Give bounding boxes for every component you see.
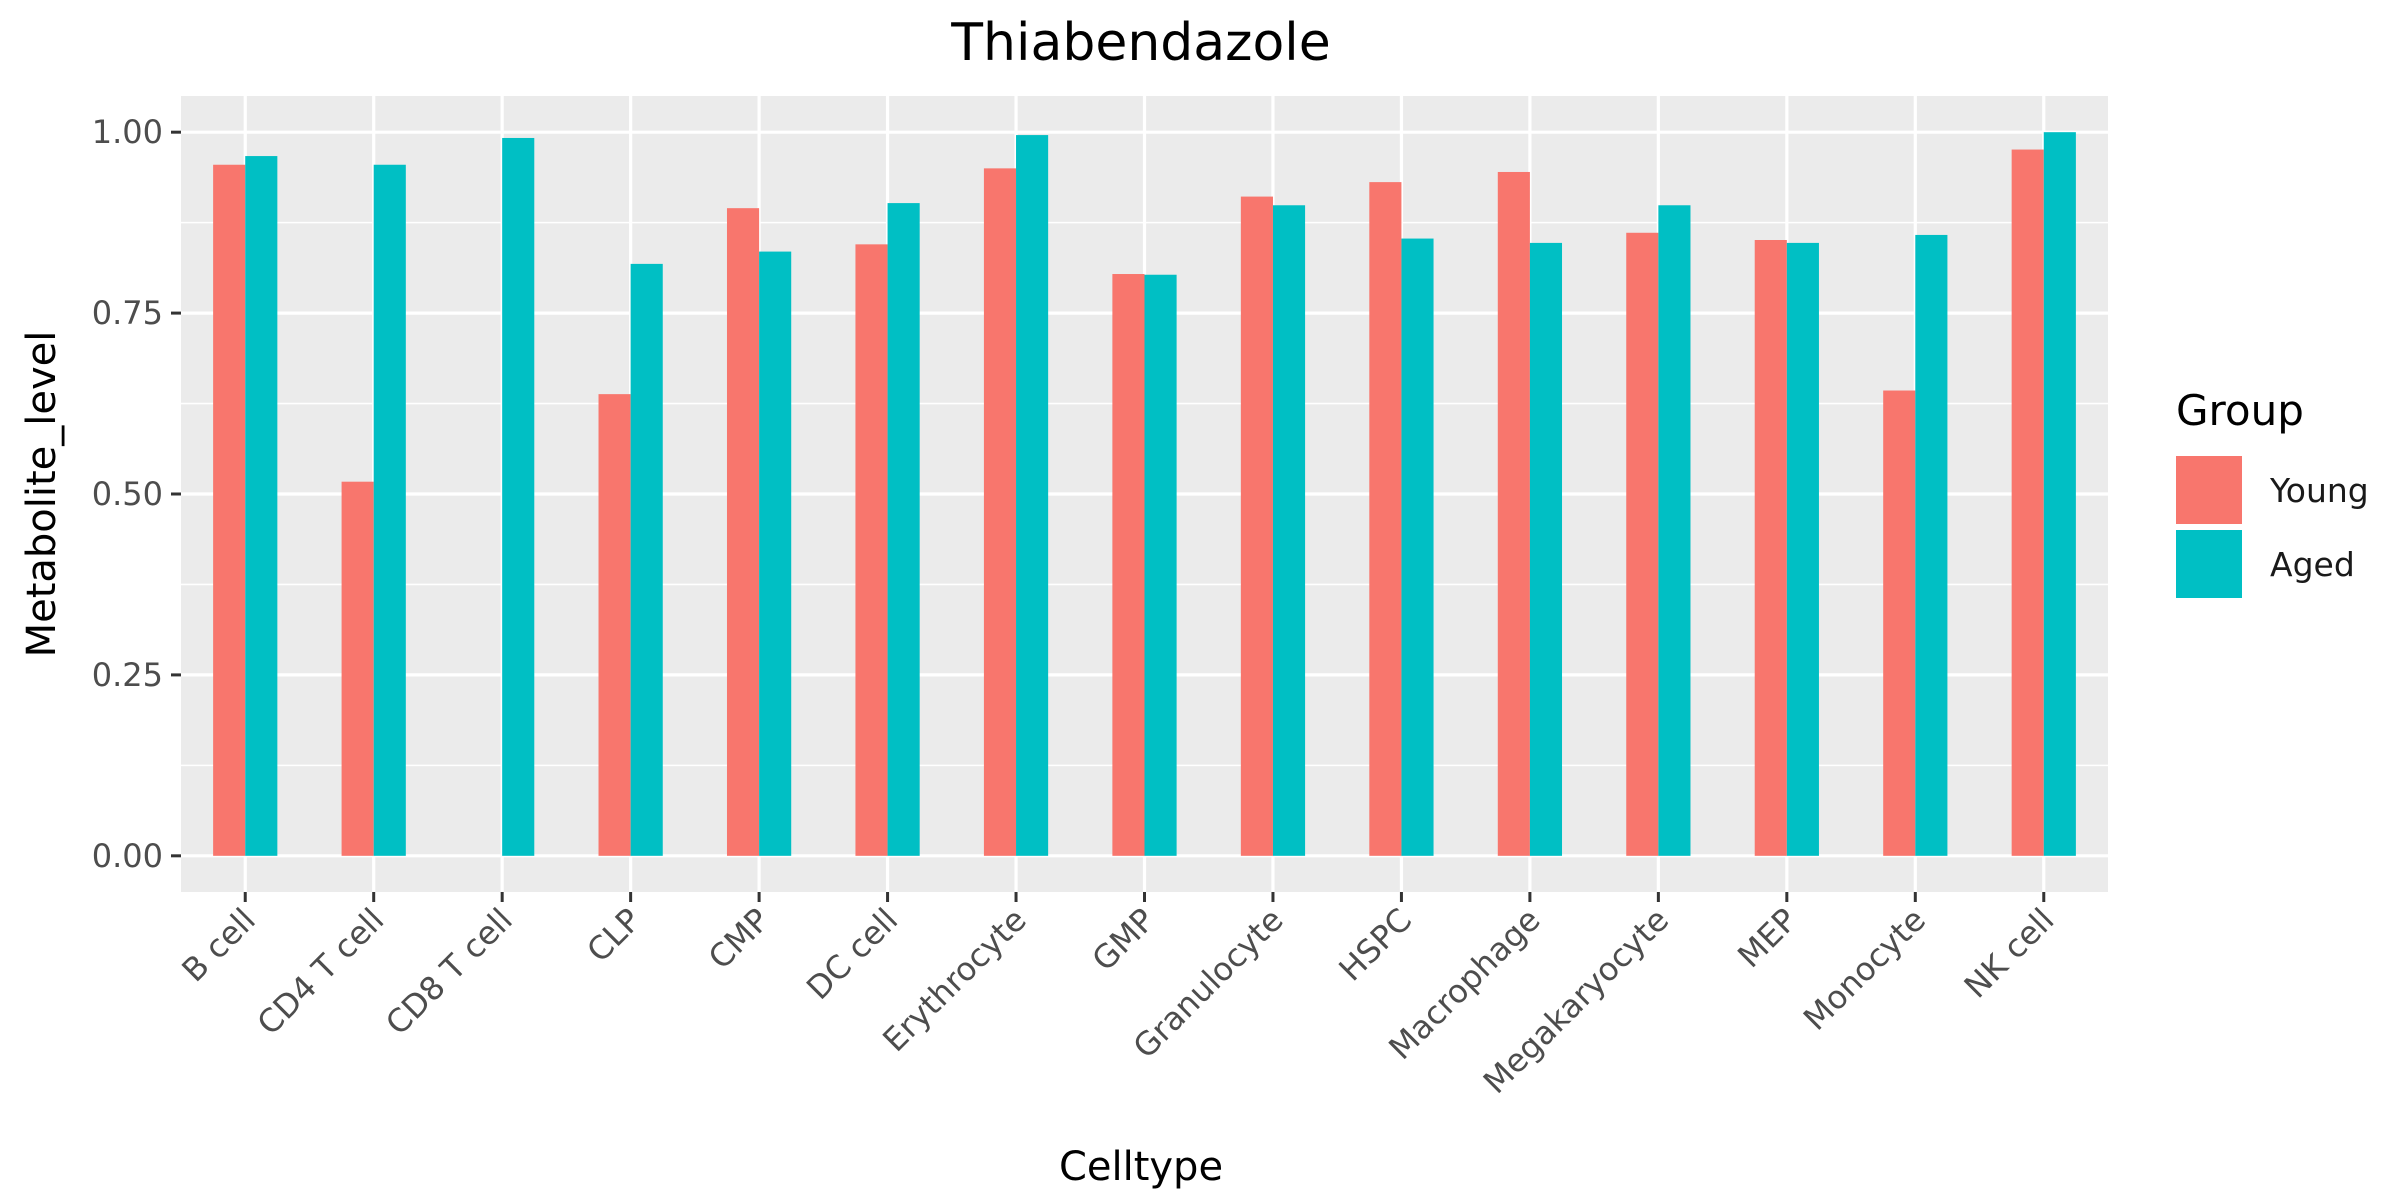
x-tick-label: DC cell: [799, 901, 905, 1007]
legend-label: Young: [2269, 471, 2369, 510]
bar: [1497, 171, 1530, 856]
bars: [213, 132, 2076, 856]
x-tick-label: CMP: [701, 901, 777, 977]
legend-key: [2176, 530, 2242, 598]
x-tick-label: HSPC: [1331, 901, 1419, 989]
legend-key: [2176, 456, 2242, 524]
bar: [373, 164, 406, 856]
bar: [1272, 205, 1306, 856]
bar: [855, 244, 888, 856]
bar: [1529, 242, 1563, 856]
bar: [341, 481, 374, 856]
x-tick-label: Monocyte: [1796, 901, 1933, 1038]
bar: [1112, 274, 1145, 856]
legend-label: Aged: [2270, 545, 2355, 584]
bar: [1240, 196, 1273, 856]
legend: Group Young Aged: [2176, 386, 2369, 598]
y-tick-label: 0.00: [92, 837, 163, 875]
bar: [502, 137, 535, 856]
bar: [1658, 205, 1691, 856]
x-tick-label: CD4 T cell: [250, 901, 392, 1043]
bar: [1754, 240, 1787, 856]
chart-title: Thiabendazole: [950, 13, 1330, 73]
y-tick-label: 0.25: [92, 656, 163, 694]
y-axis: 0.00 0.25 0.50 0.75 1.00: [92, 113, 181, 875]
bar: [887, 203, 920, 856]
bar: [213, 164, 246, 856]
bar: [245, 156, 278, 856]
y-axis-title: Metabolite_level: [19, 331, 65, 658]
bar: [598, 394, 631, 856]
bar: [1401, 238, 1434, 856]
x-axis-title: Celltype: [1059, 1144, 1223, 1190]
x-tick-label: CD8 T cell: [378, 901, 520, 1043]
bar: [1016, 135, 1049, 856]
y-tick-label: 0.75: [92, 294, 163, 332]
x-tick-label: GMP: [1085, 901, 1163, 979]
bar: [759, 251, 792, 856]
bar: [1626, 232, 1659, 856]
bar: [1144, 274, 1177, 856]
bar: [2011, 149, 2044, 856]
bar: [1883, 390, 1916, 856]
x-tick-label: MEP: [1730, 901, 1804, 975]
x-tick-label: B cell: [174, 901, 263, 990]
y-tick-label: 0.50: [92, 475, 163, 513]
bar: [1786, 242, 1819, 856]
bar: [726, 208, 760, 856]
y-tick-label: 1.00: [92, 113, 163, 151]
bar: [1369, 182, 1402, 856]
x-tick-label: CLP: [579, 901, 648, 970]
bar: [630, 263, 663, 856]
bar: [983, 168, 1017, 856]
bar: [2043, 132, 2076, 856]
x-tick-label: NK cell: [1957, 901, 2062, 1006]
bar: [1915, 234, 1948, 856]
legend-title: Group: [2176, 386, 2304, 435]
